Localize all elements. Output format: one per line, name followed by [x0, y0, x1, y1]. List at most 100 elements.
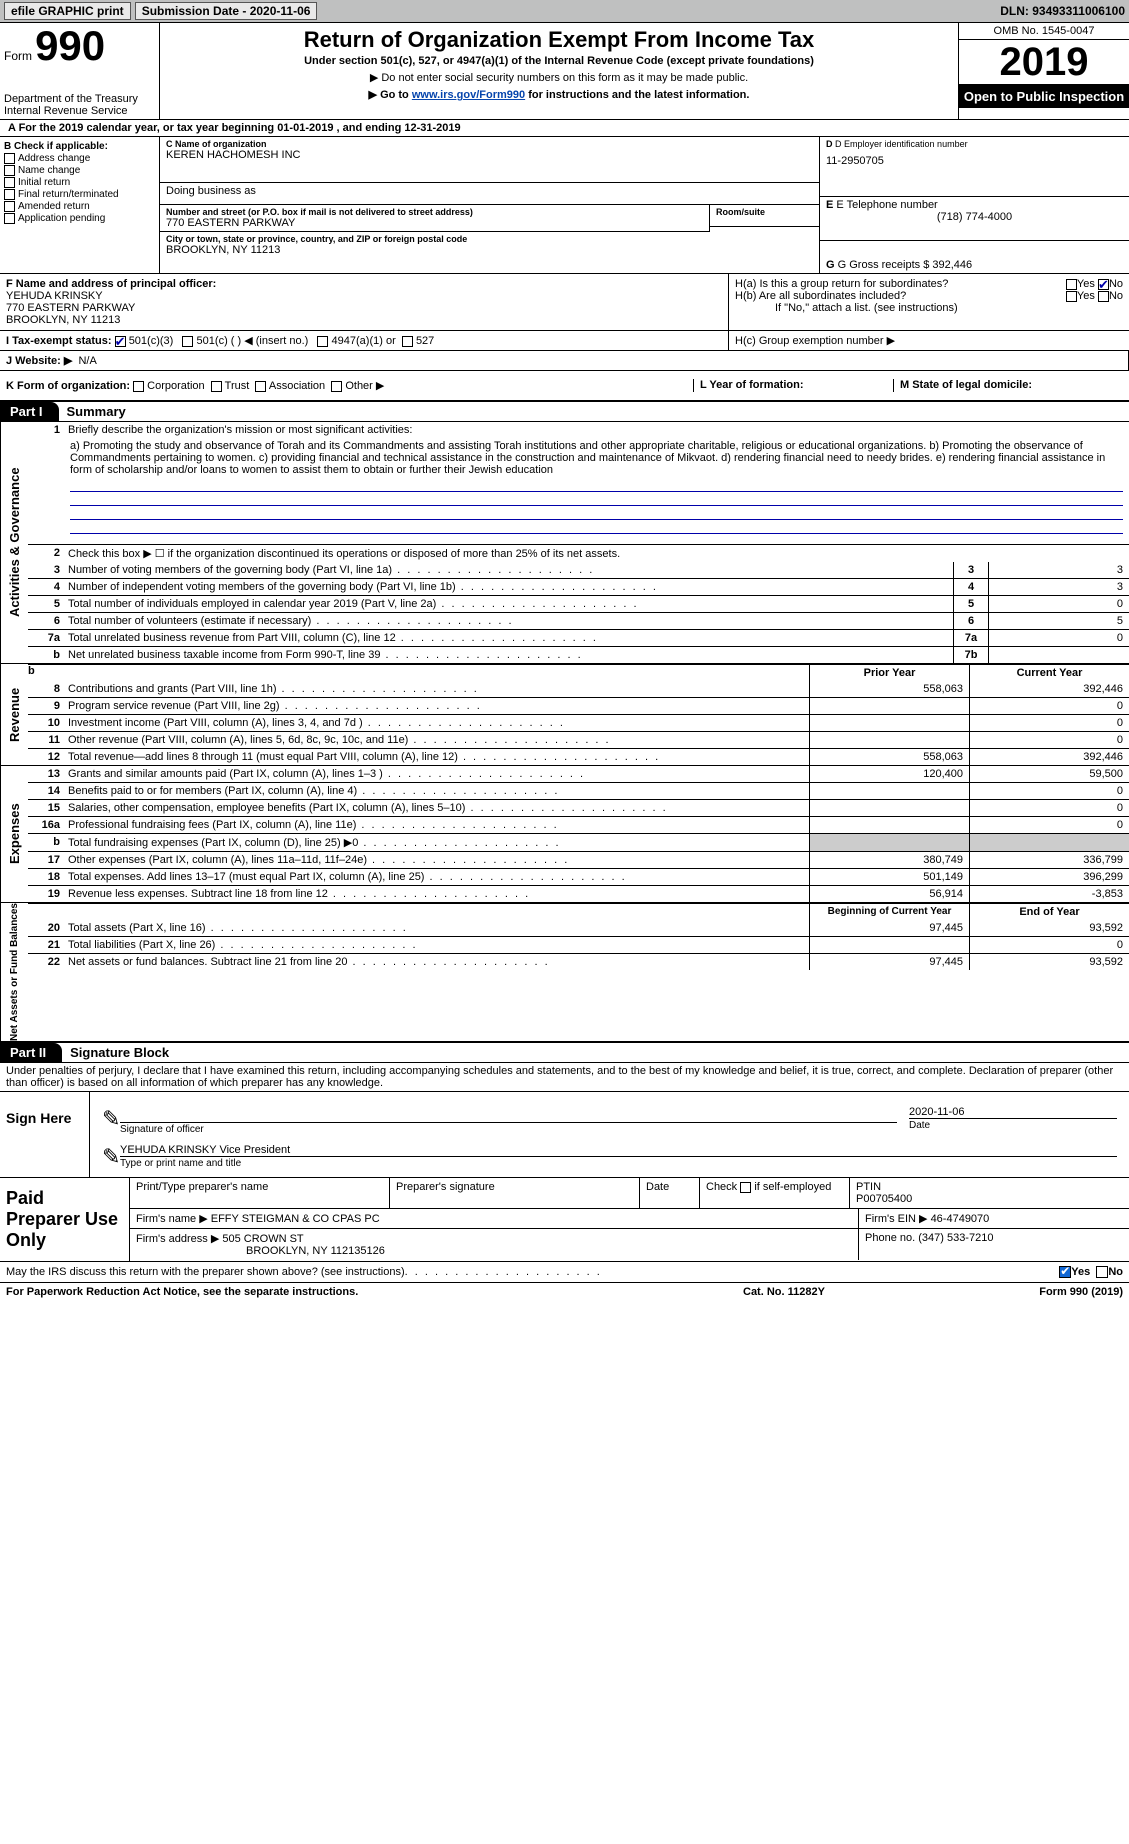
- line-txt: Total unrelated business revenue from Pa…: [64, 630, 953, 646]
- section-a: A For the 2019 calendar year, or tax yea…: [0, 120, 1129, 137]
- lbl-address: Address change: [18, 153, 90, 164]
- ha-no[interactable]: [1098, 279, 1109, 290]
- line-num: 18: [28, 869, 64, 885]
- org-name: KEREN HACHOMESH INC: [166, 149, 813, 161]
- section-expenses: Expenses 13 Grants and similar amounts p…: [0, 766, 1129, 903]
- efile-print-button[interactable]: efile GRAPHIC print: [4, 2, 131, 20]
- lbl-amended: Amended return: [18, 201, 90, 212]
- block-b-g: B Check if applicable: Address change Na…: [0, 137, 1129, 274]
- chk-assoc[interactable]: [255, 381, 266, 392]
- city-val: BROOKLYN, NY 11213: [166, 244, 813, 256]
- firm-name: EFFY STEIGMAN & CO CPAS PC: [211, 1213, 380, 1225]
- chk-501c3[interactable]: [115, 336, 126, 347]
- dln-label: DLN: 93493311006100: [1000, 4, 1125, 18]
- rev-hdr-current: Current Year: [969, 665, 1129, 681]
- line-txt: Total revenue—add lines 8 through 11 (mu…: [64, 749, 809, 765]
- dots: [405, 1266, 1060, 1278]
- hb-no[interactable]: [1098, 291, 1109, 302]
- dba-lbl: Doing business as: [166, 185, 813, 197]
- line-num: 4: [28, 579, 64, 595]
- suite-lbl: Room/suite: [716, 207, 813, 217]
- ha-lbl: H(a) Is this a group return for subordin…: [735, 278, 948, 290]
- chk-final[interactable]: [4, 189, 15, 200]
- vtab-expenses: Expenses: [0, 766, 28, 902]
- line-num: 8: [28, 681, 64, 697]
- line-i: I Tax-exempt status: 501(c)(3) 501(c) ( …: [0, 331, 1129, 351]
- tax-year: 2019: [959, 40, 1129, 85]
- line-num: 20: [28, 920, 64, 936]
- part2-declaration: Under penalties of perjury, I declare th…: [0, 1063, 1129, 1091]
- part2-header: Part II Signature Block: [0, 1042, 1129, 1063]
- line-num: 17: [28, 852, 64, 868]
- line-num: 16a: [28, 817, 64, 833]
- rev-hdr-prior: Prior Year: [809, 665, 969, 681]
- line-curr: 0: [969, 937, 1129, 953]
- chk-name[interactable]: [4, 165, 15, 176]
- line-curr: 93,592: [969, 920, 1129, 936]
- line-code: 6: [953, 613, 989, 629]
- yes-lbl2: Yes: [1077, 290, 1095, 302]
- chk-address[interactable]: [4, 153, 15, 164]
- line-prior: [809, 937, 969, 953]
- ein-val: 11-2950705: [826, 155, 1123, 167]
- prep-h3: Date: [640, 1178, 700, 1208]
- line-val: [989, 647, 1129, 663]
- footer: For Paperwork Reduction Act Notice, see …: [0, 1283, 1129, 1301]
- line-curr: 0: [969, 715, 1129, 731]
- line-num: 5: [28, 596, 64, 612]
- line-num: b: [28, 834, 64, 851]
- sig-name-val: YEHUDA KRINSKY Vice President: [120, 1144, 1117, 1156]
- line-num: 19: [28, 886, 64, 902]
- line-txt: Professional fundraising fees (Part IX, …: [64, 817, 809, 833]
- officer-addr2: BROOKLYN, NY 11213: [6, 314, 722, 326]
- k-lbl: K Form of organization:: [6, 380, 130, 392]
- firm-addr-lbl: Firm's address ▶: [136, 1233, 219, 1245]
- chk-other[interactable]: [331, 381, 342, 392]
- line-val: 5: [989, 613, 1129, 629]
- form-subtitle: Under section 501(c), 527, or 4947(a)(1)…: [164, 55, 954, 67]
- line-txt: Investment income (Part VIII, column (A)…: [64, 715, 809, 731]
- chk-527[interactable]: [402, 336, 413, 347]
- line-num: 7a: [28, 630, 64, 646]
- chk-amended[interactable]: [4, 201, 15, 212]
- line-prior: 97,445: [809, 954, 969, 970]
- sign-here-lbl: Sign Here: [0, 1092, 90, 1177]
- line-prior: 97,445: [809, 920, 969, 936]
- vtab-revenue: Revenue: [0, 664, 28, 765]
- chk-501c[interactable]: [182, 336, 193, 347]
- section-governance: Activities & Governance 1 Briefly descri…: [0, 422, 1129, 664]
- f-lbl: F Name and address of principal officer:: [6, 278, 722, 290]
- yes-lbl: Yes: [1077, 278, 1095, 290]
- line-curr: [969, 834, 1129, 851]
- hb-yes[interactable]: [1066, 291, 1077, 302]
- fein-val: 46-4749070: [931, 1213, 990, 1225]
- goto-pre: ▶ Go to: [369, 89, 412, 101]
- submission-date-button[interactable]: Submission Date - 2020-11-06: [135, 2, 318, 20]
- line-prior: 380,749: [809, 852, 969, 868]
- prep-h1: Print/Type preparer's name: [130, 1178, 390, 1208]
- line-txt: Salaries, other compensation, employee b…: [64, 800, 809, 816]
- chk-corp[interactable]: [133, 381, 144, 392]
- sig-date-lbl: Date: [909, 1118, 1117, 1131]
- line1-num: 1: [28, 422, 64, 438]
- chk-4947[interactable]: [317, 336, 328, 347]
- chk-trust[interactable]: [211, 381, 222, 392]
- line-curr: 93,592: [969, 954, 1129, 970]
- hc-lbl: H(c) Group exemption number ▶: [729, 331, 1129, 350]
- net-header: Beginning of Current Year End of Year: [28, 903, 1129, 920]
- pen-icon: ✎: [96, 1098, 114, 1136]
- discuss-yes[interactable]: [1059, 1266, 1071, 1278]
- open-inspection: Open to Public Inspection: [959, 85, 1129, 108]
- firm-addr1: 505 CROWN ST: [222, 1233, 303, 1245]
- ein-lbl: D D Employer identification number: [826, 139, 1123, 149]
- discuss-no[interactable]: [1096, 1266, 1108, 1278]
- preparer-section: Paid Preparer Use Only Print/Type prepar…: [0, 1178, 1129, 1262]
- phone-lbl: Phone no.: [865, 1232, 915, 1244]
- chk-app[interactable]: [4, 213, 15, 224]
- chk-initial[interactable]: [4, 177, 15, 188]
- i-lbl: I Tax-exempt status:: [6, 335, 112, 347]
- discuss-no-lbl: No: [1108, 1266, 1123, 1278]
- chk-selfemp[interactable]: [740, 1182, 751, 1193]
- irs-link[interactable]: www.irs.gov/Form990: [412, 89, 525, 101]
- ha-yes[interactable]: [1066, 279, 1077, 290]
